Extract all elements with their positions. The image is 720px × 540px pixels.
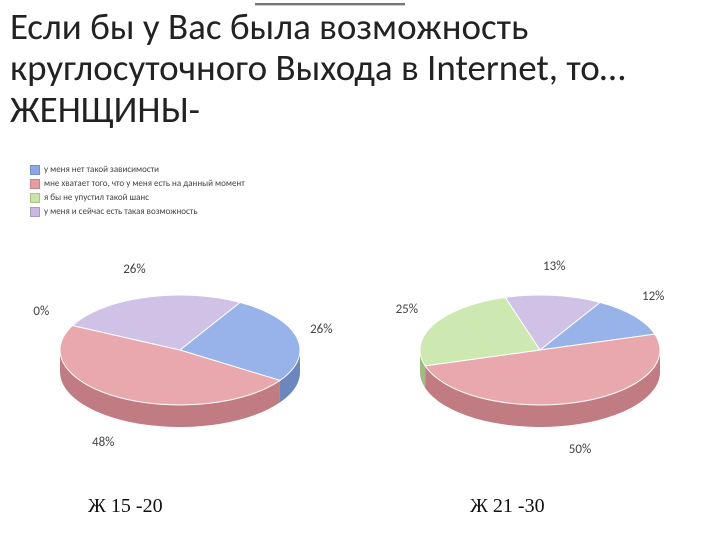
pie-svg xyxy=(370,250,710,480)
pie-chart-left: 26% 48% 0% 26% xyxy=(10,250,350,480)
pie-chart-right: 12% 50% 25% 13% xyxy=(370,250,710,480)
pie-svg xyxy=(10,250,350,480)
pie-slice-label: 50% xyxy=(569,442,591,457)
legend-label: у меня нет такой зависимости xyxy=(44,163,159,176)
pie-slice-label: 26% xyxy=(310,322,332,337)
pie-slice-label: 25% xyxy=(396,302,418,317)
legend-item: у меня и сейчас есть такая возможность xyxy=(30,205,245,218)
legend-swatch xyxy=(30,193,40,203)
legend-swatch xyxy=(30,207,40,217)
legend-item: мне хватает того, что у меня есть на дан… xyxy=(30,177,245,190)
slide-title: Если бы у Вас была возможность круглосут… xyxy=(10,6,710,130)
legend-item: я бы не упустил такой шанс xyxy=(30,191,245,204)
legend-item: у меня нет такой зависимости xyxy=(30,163,245,176)
legend-label: у меня и сейчас есть такая возможность xyxy=(44,205,198,218)
legend-swatch xyxy=(30,179,40,189)
pie-slice-label: 26% xyxy=(123,262,145,277)
legend-swatch xyxy=(30,165,40,175)
slide: Если бы у Вас была возможность круглосут… xyxy=(0,0,720,540)
legend-label: я бы не упустил такой шанс xyxy=(44,191,149,204)
pie-slice-label: 12% xyxy=(642,289,664,304)
pie-slice-label: 0% xyxy=(33,304,49,319)
chart-left-label: Ж 15 -20 xyxy=(88,495,163,518)
chart-right-label: Ж 21 -30 xyxy=(470,495,545,518)
pie-slice-label: 13% xyxy=(543,259,565,274)
pie-slice-label: 48% xyxy=(92,435,114,450)
legend-label: мне хватает того, что у меня есть на дан… xyxy=(44,177,245,190)
chart-legend: у меня нет такой зависимостимне хватает … xyxy=(30,163,245,219)
